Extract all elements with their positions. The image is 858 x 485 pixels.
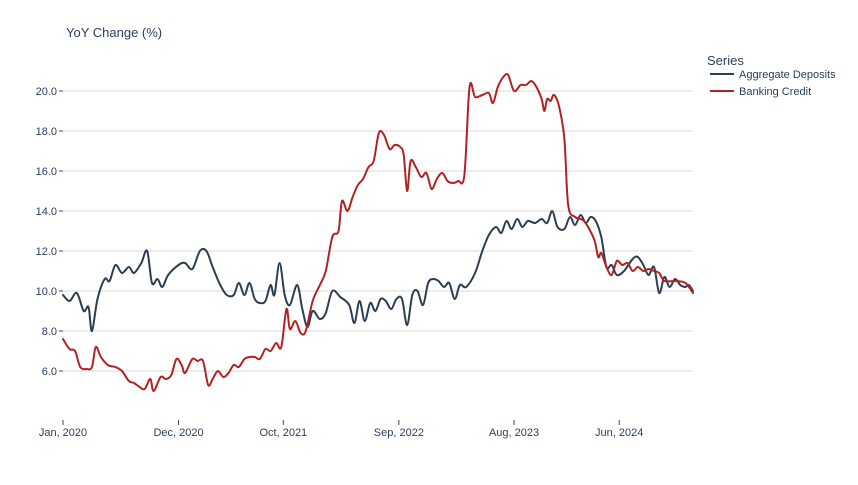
legend-item-aggregate-deposits[interactable]: Aggregate Deposits	[710, 69, 836, 81]
chart-title: YoY Change (%)	[66, 25, 162, 40]
legend-title: Series	[707, 53, 744, 68]
legend: Series Aggregate Deposits Banking Credit	[707, 53, 836, 98]
series-line-banking-credit	[62, 73, 694, 393]
y-tick-label: 20.0	[36, 86, 57, 98]
y-tick-label: 10.0	[36, 286, 57, 298]
legend-label: Banking Credit	[739, 86, 811, 98]
y-tick-label: 12.0	[36, 246, 57, 258]
x-tick-label: Jan, 2020	[39, 427, 87, 439]
legend-items: Aggregate Deposits Banking Credit	[710, 69, 836, 98]
x-tick-label: Aug, 2023	[489, 427, 539, 439]
x-tick-label: Dec, 2020	[153, 427, 203, 439]
series-line-aggregate-deposits	[62, 209, 694, 333]
y-tick-label: 18.0	[36, 126, 57, 138]
legend-label: Aggregate Deposits	[739, 69, 836, 81]
y-tick-label: 8.0	[42, 326, 57, 338]
legend-item-banking-credit[interactable]: Banking Credit	[710, 86, 811, 98]
y-tick-label: 6.0	[42, 366, 57, 378]
x-tick-label: Jun, 2024	[595, 427, 643, 439]
x-tick-label: Oct, 2021	[259, 427, 307, 439]
series-layer	[62, 73, 694, 393]
y-tick-label: 16.0	[36, 166, 57, 178]
grid-layer	[63, 90, 693, 372]
axis-layer: 6.0 8.0 10.0 12.0 14.0 16.0 18.0 20.0 Jan, 2020 D…	[36, 86, 644, 439]
y-tick-label: 14.0	[36, 206, 57, 218]
x-tick-label: Sep, 2022	[374, 427, 424, 439]
